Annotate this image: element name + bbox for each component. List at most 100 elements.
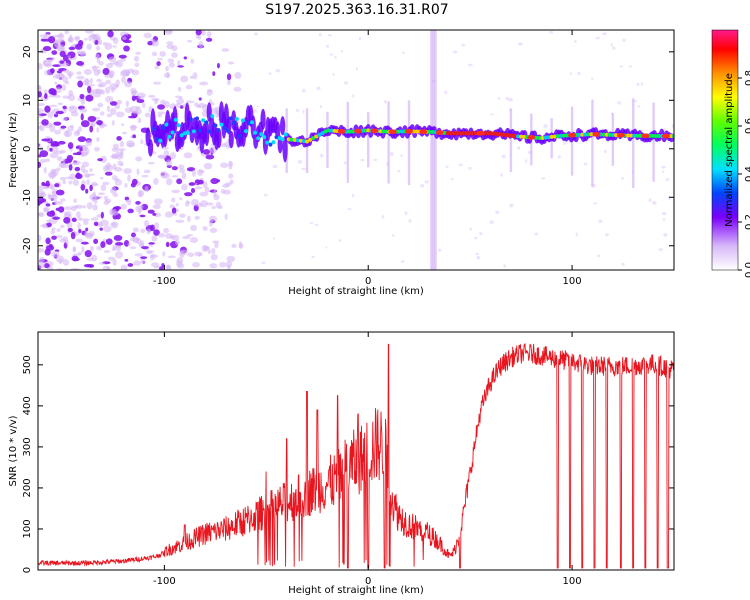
noise-blob (52, 216, 60, 220)
noise-blob (400, 154, 403, 158)
noise-blob (187, 215, 191, 223)
ridge-core (213, 123, 218, 128)
noise-blob (111, 222, 117, 227)
noise-blob (220, 162, 229, 168)
noise-blob (54, 199, 58, 206)
noise-blob (152, 212, 157, 216)
noise-blob (161, 263, 165, 268)
noise-blob (51, 145, 59, 154)
ridge-core (152, 127, 157, 132)
ridge-core (268, 142, 273, 147)
noise-blob (640, 82, 643, 86)
noise-blob (153, 198, 163, 205)
noise-blob (96, 119, 103, 126)
noise-blob (134, 62, 140, 68)
colorbar-tick-label: 0.0 (744, 262, 750, 278)
noise-blob (192, 72, 198, 80)
noise-blob (67, 125, 74, 132)
noise-blob (234, 71, 242, 79)
ridge-core (635, 133, 640, 138)
noise-blob (89, 184, 93, 192)
ridge-core (332, 128, 337, 133)
spectrogram-xtick-label: 100 (563, 276, 582, 287)
noise-blob (127, 208, 134, 214)
noise-blob (143, 32, 152, 39)
noise-blob (93, 91, 102, 98)
noise-blob (67, 36, 74, 43)
noise-blob (137, 95, 145, 100)
noise-blob (211, 102, 215, 106)
noise-blob (261, 261, 266, 264)
noise-blob (325, 246, 328, 249)
noise-blob (163, 150, 170, 156)
noise-blob (228, 160, 232, 164)
noise-blob (91, 183, 99, 187)
noise-blob (61, 84, 67, 92)
noise-blob (120, 264, 128, 270)
noise-blob (83, 263, 93, 268)
noise-blob (72, 179, 79, 187)
noise-blob (145, 250, 152, 255)
ridge-core (656, 134, 661, 138)
noise-blob (140, 139, 144, 145)
noise-blob (77, 217, 83, 221)
noise-blob (198, 97, 202, 101)
noise-blob (85, 139, 93, 147)
noise-blob (96, 78, 102, 83)
snr-ytick-label: 100 (22, 519, 33, 538)
noise-blob (68, 46, 76, 51)
ridge-core (537, 135, 542, 140)
noise-blob (126, 200, 132, 206)
noise-blob (151, 38, 156, 46)
noise-blob (209, 227, 218, 233)
noise-blob (209, 263, 218, 269)
noise-blob (301, 167, 306, 171)
noise-blob (663, 232, 668, 237)
noise-blob (75, 211, 81, 219)
noise-blob (143, 220, 150, 228)
noise-blob (542, 124, 548, 128)
noise-blob (89, 77, 93, 84)
noise-blob (56, 44, 65, 52)
noise-blob (108, 70, 115, 78)
noise-blob (102, 42, 108, 46)
noise-blob (628, 65, 633, 68)
noise-blob (53, 121, 62, 126)
ridge-peak (592, 131, 601, 137)
noise-blob (69, 105, 75, 110)
noise-blob (71, 255, 79, 262)
noise-blob (122, 36, 127, 40)
noise-blob (62, 236, 69, 242)
noise-blob (226, 79, 231, 86)
ridge-core (457, 131, 462, 136)
noise-blob (62, 179, 67, 185)
noise-blob (80, 241, 89, 245)
ridge-core (494, 131, 499, 137)
noise-blob (467, 63, 473, 67)
noise-blob (171, 189, 181, 194)
ridge-core (164, 122, 169, 127)
ridge-core (604, 132, 609, 137)
noise-blob (86, 83, 96, 87)
noise-blob (637, 104, 640, 108)
noise-blob (64, 206, 73, 211)
noise-blob (120, 203, 127, 210)
noise-blob (56, 167, 61, 172)
noise-blob (160, 146, 170, 150)
noise-blob (549, 30, 554, 34)
noise-blob (208, 215, 218, 222)
noise-blob (153, 177, 159, 186)
noise-blob (49, 147, 53, 152)
noise-blob (373, 158, 378, 161)
noise-blob (45, 237, 51, 245)
noise-blob (51, 235, 57, 240)
noise-blob (41, 119, 49, 126)
noise-blob (175, 95, 182, 99)
noise-blob (54, 183, 60, 188)
noise-blob (469, 227, 472, 231)
noise-blob (62, 158, 66, 166)
noise-blob (58, 206, 65, 213)
ridge-halo (147, 138, 154, 157)
noise-blob (181, 172, 187, 180)
noise-blob (95, 46, 101, 51)
